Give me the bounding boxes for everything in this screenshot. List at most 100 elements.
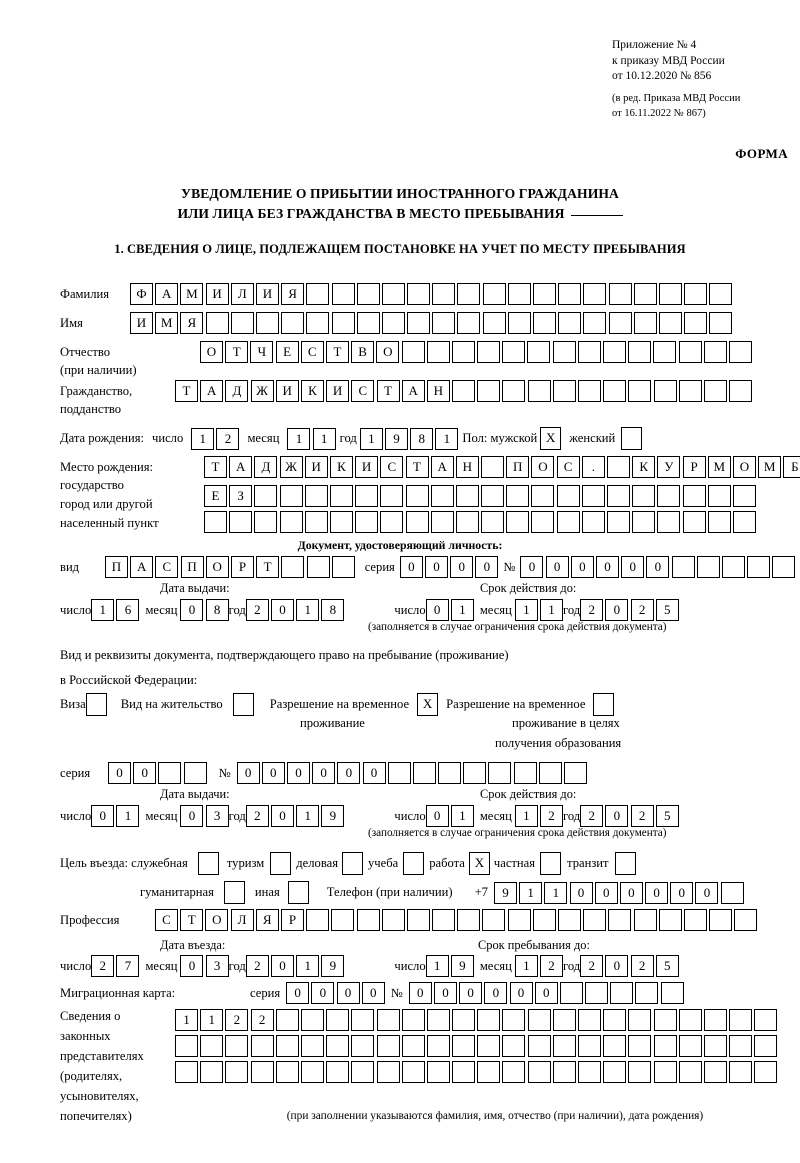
char-cell[interactable] <box>603 380 627 402</box>
char-cell[interactable]: Т <box>204 456 227 478</box>
char-cell[interactable] <box>482 312 506 334</box>
char-cell[interactable] <box>581 511 605 533</box>
char-cell[interactable]: 9 <box>385 427 409 450</box>
char-cell[interactable]: 0 <box>425 599 449 621</box>
char-cell[interactable] <box>608 312 632 334</box>
char-cell[interactable] <box>381 312 405 334</box>
char-cell[interactable] <box>633 283 657 305</box>
char-cell[interactable]: С <box>155 909 178 931</box>
purpose-humanitarian-checkbox[interactable] <box>223 881 245 904</box>
char-cell[interactable] <box>628 1035 652 1057</box>
char-cell[interactable]: 0 <box>670 881 694 904</box>
char-cell[interactable]: К <box>300 380 324 402</box>
char-cell[interactable] <box>355 511 379 533</box>
char-cell[interactable]: А <box>130 556 154 578</box>
char-cell[interactable] <box>734 909 758 931</box>
char-cell[interactable] <box>603 1009 627 1031</box>
char-cell[interactable] <box>452 1061 476 1083</box>
char-cell[interactable] <box>381 283 405 305</box>
char-cell[interactable] <box>531 511 555 533</box>
char-cell[interactable] <box>747 556 771 578</box>
char-cell[interactable]: 2 <box>580 955 604 977</box>
char-cell[interactable]: 6 <box>116 599 140 621</box>
char-cell[interactable]: 0 <box>484 982 508 1004</box>
char-cell[interactable] <box>281 556 305 578</box>
char-cell[interactable] <box>356 283 380 305</box>
char-cell[interactable] <box>457 283 481 305</box>
char-cell[interactable]: А <box>200 380 224 402</box>
char-cell[interactable] <box>703 1009 727 1031</box>
purpose-study-checkbox[interactable] <box>403 852 425 875</box>
char-cell[interactable] <box>275 1061 299 1083</box>
char-cell[interactable]: 2 <box>540 955 564 977</box>
char-cell[interactable]: А <box>229 456 253 478</box>
char-cell[interactable]: О <box>531 456 555 478</box>
temp-residence-checkbox[interactable]: Х <box>417 693 439 716</box>
char-cell[interactable] <box>255 312 279 334</box>
char-cell[interactable] <box>558 909 581 931</box>
char-cell[interactable]: Д <box>254 456 278 478</box>
char-cell[interactable]: 0 <box>605 805 629 827</box>
char-cell[interactable]: С <box>380 456 404 478</box>
char-cell[interactable] <box>380 511 404 533</box>
char-cell[interactable] <box>331 312 355 334</box>
char-cell[interactable] <box>331 283 355 305</box>
char-cell[interactable] <box>653 1035 677 1057</box>
residence-permit-checkbox[interactable] <box>232 693 254 716</box>
char-cell[interactable]: 2 <box>91 955 115 977</box>
char-cell[interactable] <box>482 909 506 931</box>
char-cell[interactable]: 0 <box>509 982 533 1004</box>
char-cell[interactable]: 2 <box>540 805 564 827</box>
char-cell[interactable]: 2 <box>245 955 269 977</box>
char-cell[interactable] <box>607 511 630 533</box>
char-cell[interactable]: 2 <box>580 805 604 827</box>
char-cell[interactable] <box>401 1035 425 1057</box>
char-cell[interactable]: Я <box>281 283 305 305</box>
char-cell[interactable]: И <box>355 456 379 478</box>
char-cell[interactable]: М <box>707 456 731 478</box>
char-cell[interactable] <box>430 485 454 507</box>
char-cell[interactable] <box>585 982 609 1004</box>
char-cell[interactable]: 0 <box>312 762 336 784</box>
char-cell[interactable]: Е <box>275 341 299 363</box>
char-cell[interactable]: 1 <box>359 427 383 450</box>
char-cell[interactable] <box>527 380 551 402</box>
char-cell[interactable]: 9 <box>321 805 345 827</box>
char-cell[interactable] <box>607 485 630 507</box>
char-cell[interactable] <box>608 909 632 931</box>
char-cell[interactable] <box>452 1035 476 1057</box>
char-cell[interactable] <box>405 485 429 507</box>
char-cell[interactable] <box>381 909 405 931</box>
char-cell[interactable]: 1 <box>425 955 449 977</box>
char-cell[interactable]: 0 <box>621 556 645 578</box>
char-cell[interactable]: Т <box>225 341 249 363</box>
char-cell[interactable] <box>426 1061 450 1083</box>
char-cell[interactable] <box>556 485 580 507</box>
visa-checkbox[interactable] <box>85 693 107 716</box>
char-cell[interactable] <box>703 1061 727 1083</box>
char-cell[interactable] <box>552 341 576 363</box>
char-cell[interactable]: 1 <box>514 955 538 977</box>
char-cell[interactable] <box>376 1009 400 1031</box>
char-cell[interactable]: 3 <box>205 955 229 977</box>
char-cell[interactable] <box>477 341 501 363</box>
char-cell[interactable] <box>426 1035 450 1057</box>
char-cell[interactable]: Н <box>426 380 450 402</box>
char-cell[interactable]: 0 <box>286 762 310 784</box>
char-cell[interactable]: Т <box>405 456 429 478</box>
char-cell[interactable] <box>653 1009 677 1031</box>
char-cell[interactable] <box>306 283 330 305</box>
char-cell[interactable] <box>502 1061 526 1083</box>
char-cell[interactable]: С <box>155 556 179 578</box>
char-cell[interactable]: 0 <box>133 762 157 784</box>
